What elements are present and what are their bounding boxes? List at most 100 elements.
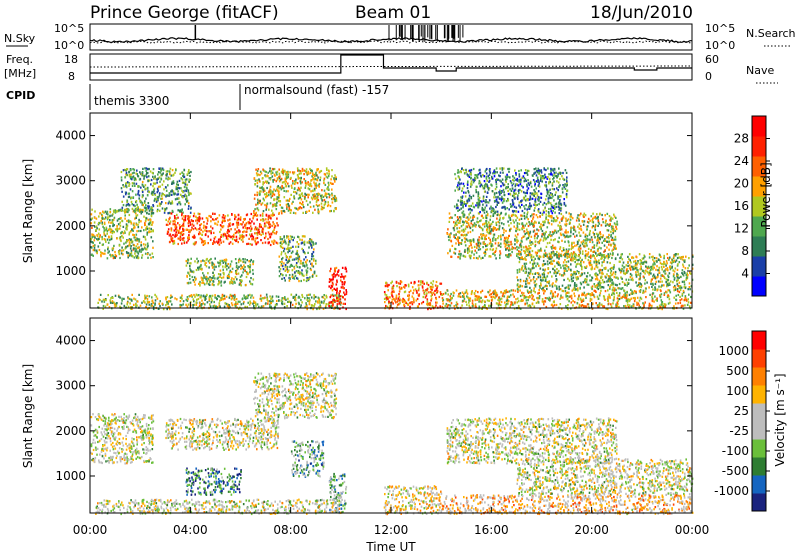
scatter-cell	[548, 215, 550, 217]
scatter-cell	[542, 269, 544, 271]
scatter-cell	[609, 219, 611, 221]
scatter-cell	[230, 265, 232, 267]
scatter-cell	[606, 255, 608, 257]
scatter-cell	[245, 284, 247, 286]
scatter-cell	[210, 226, 212, 228]
scatter-cell	[100, 255, 102, 257]
scatter-cell	[329, 278, 331, 280]
scatter-cell	[503, 223, 505, 225]
scatter-cell	[509, 229, 511, 231]
scatter-cell	[99, 236, 101, 238]
scatter-cell	[178, 197, 180, 199]
scatter-cell	[175, 169, 177, 171]
scatter-cell	[531, 223, 533, 225]
scatter-cell	[549, 242, 551, 244]
scatter-cell	[224, 298, 226, 300]
scatter-cell	[536, 255, 538, 257]
scatter-cell	[556, 268, 558, 270]
scatter-cell	[259, 233, 261, 235]
scatter-cell	[311, 179, 313, 181]
scatter-cell	[464, 230, 466, 232]
scatter-cell	[547, 272, 549, 274]
scatter-cell	[179, 209, 181, 211]
scatter-cell	[489, 229, 491, 231]
scatter-cell	[328, 182, 330, 184]
scatter-cell	[276, 300, 278, 302]
freq-right-tick-top: 60	[705, 53, 719, 66]
scatter-cell	[146, 226, 148, 228]
scatter-cell	[107, 239, 109, 241]
scatter-cell	[206, 294, 208, 296]
scatter-cell	[341, 273, 343, 275]
scatter-cell	[584, 220, 586, 222]
scatter-cell	[171, 227, 173, 229]
scatter-cell	[471, 239, 473, 241]
scatter-cell	[343, 278, 345, 280]
scatter-cell	[221, 221, 223, 223]
scatter-cell	[190, 207, 192, 209]
scatter-cell	[467, 221, 469, 223]
scatter-cell	[284, 170, 286, 172]
scatter-cell	[437, 290, 439, 292]
scatter-cell	[413, 301, 415, 303]
scatter-cell	[411, 301, 413, 303]
scatter-cell	[133, 182, 135, 184]
scatter-cell	[463, 234, 465, 236]
scatter-cell	[152, 221, 154, 223]
scatter-cell	[108, 250, 110, 252]
scatter-cell	[493, 236, 495, 238]
scatter-cell	[430, 287, 432, 289]
scatter-cell	[661, 268, 663, 270]
scatter-cell	[262, 213, 264, 215]
scatter-cell	[665, 281, 667, 283]
scatter-cell	[677, 288, 679, 290]
scatter-cell	[130, 174, 132, 176]
scatter-cell	[656, 260, 658, 262]
scatter-cell	[209, 295, 211, 297]
scatter-cell	[207, 242, 209, 244]
scatter-cell	[597, 216, 599, 218]
scatter-cell	[128, 239, 130, 241]
scatter-cell	[188, 304, 190, 306]
scatter-cell	[558, 253, 560, 255]
scatter-cell	[176, 218, 178, 220]
scatter-cell	[506, 247, 508, 249]
scatter-cell	[571, 216, 573, 218]
scatter-cell	[535, 241, 537, 243]
scatter-cell	[550, 260, 552, 262]
scatter-cell	[282, 171, 284, 173]
scatter-cell	[576, 259, 578, 261]
scatter-cell	[408, 295, 410, 297]
scatter-cell	[608, 275, 610, 277]
scatter-cell	[246, 231, 248, 233]
scatter-cell	[199, 305, 201, 307]
scatter-cell	[312, 190, 314, 192]
scatter-cell	[244, 258, 246, 260]
scatter-cell	[594, 257, 596, 259]
scatter-cell	[267, 303, 269, 305]
scatter-cell	[241, 274, 243, 276]
scatter-cell	[159, 305, 161, 307]
scatter-cell	[179, 187, 181, 189]
scatter-cell	[454, 225, 456, 227]
scatter-cell	[393, 291, 395, 293]
scatter-cell	[262, 242, 264, 244]
scatter-cell	[131, 203, 133, 205]
scatter-cell	[424, 293, 426, 295]
scatter-cell	[521, 268, 523, 270]
scatter-cell	[508, 235, 510, 237]
scatter-cell	[270, 214, 272, 216]
scatter-cell	[606, 236, 608, 238]
scatter-cell	[384, 298, 386, 300]
scatter-cell	[570, 284, 572, 286]
scatter-cell	[535, 222, 537, 224]
scatter-cell	[568, 268, 570, 270]
scatter-cell	[140, 220, 142, 222]
scatter-cell	[240, 265, 242, 267]
scatter-cell	[335, 208, 337, 210]
scatter-cell	[186, 265, 188, 267]
scatter-cell	[97, 302, 99, 304]
scatter-cell	[281, 253, 283, 255]
scatter-cell	[135, 194, 137, 196]
scatter-cell	[553, 239, 555, 241]
